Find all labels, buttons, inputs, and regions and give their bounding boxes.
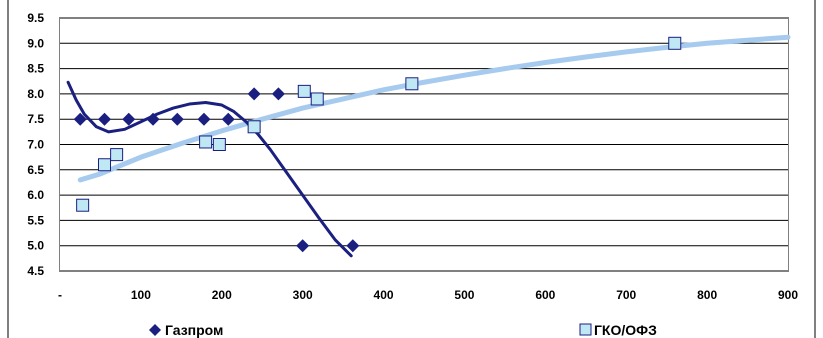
legend-label-gko-ofz: ГКО/ОФЗ (594, 322, 657, 338)
point-gko-ofz (212, 138, 226, 151)
y-tick-label: 5.5 (27, 213, 44, 227)
point-gazprom (170, 112, 184, 126)
x-tick-label: 400 (374, 288, 394, 302)
point-gazprom (247, 87, 261, 101)
plot-area-frame (59, 17, 789, 272)
trend-lines (66, 34, 791, 258)
x-tick-label: 300 (293, 288, 313, 302)
y-axis-tick-labels: 4.5 5.0 5.5 6.0 6.5 7.0 7.5 8.0 8.5 9.0 9.5 (27, 11, 44, 278)
point-gazprom (73, 112, 87, 126)
legend-marker-square (579, 323, 592, 336)
point-gko-ofz (199, 135, 213, 149)
point-gko-ofz (110, 148, 124, 162)
point-gazprom (197, 112, 211, 126)
point-gazprom (97, 112, 111, 126)
trend-line-gko-ofz (77, 34, 791, 183)
point-gko-ofz (247, 120, 261, 134)
x-tick-label: 500 (454, 288, 474, 302)
y-tick-label: 8.0 (27, 87, 44, 101)
y-tick-label: 9.0 (27, 36, 44, 50)
y-tick-label: 6.5 (27, 163, 44, 177)
legend: Газпром ГКО/ОФЗ (149, 322, 657, 338)
y-tick-label: 9.5 (27, 11, 44, 25)
y-tick-label: 6.0 (27, 188, 44, 202)
point-gazprom (221, 112, 235, 126)
x-tick-label: - (58, 288, 62, 302)
point-gazprom (122, 112, 136, 126)
y-tick-label: 7.0 (27, 138, 44, 152)
x-axis-tick-labels: - 100 200 300 400 500 600 700 800 900 (58, 288, 798, 302)
point-gazprom (346, 239, 360, 253)
x-tick-label: 200 (212, 288, 232, 302)
x-tick-label: 100 (131, 288, 151, 302)
point-gko-ofz (405, 77, 419, 91)
data-points (73, 36, 682, 253)
legend-item-gazprom: Газпром (149, 322, 223, 338)
x-tick-label: 800 (697, 288, 717, 302)
x-tick-label: 900 (778, 288, 798, 302)
point-gko-ofz (310, 92, 324, 106)
y-tick-label: 5.0 (27, 239, 44, 253)
point-gko-ofz (297, 84, 311, 98)
trend-line-gazprom (66, 80, 353, 258)
x-tick-label: 700 (616, 288, 636, 302)
gridlines (60, 17, 788, 272)
y-tick-label: 4.5 (27, 264, 44, 278)
point-gazprom (296, 239, 310, 253)
legend-marker-diamond (149, 324, 161, 336)
legend-label-gazprom: Газпром (165, 322, 223, 338)
legend-item-gko-ofz: ГКО/ОФЗ (579, 322, 657, 338)
y-tick-label: 7.5 (27, 112, 44, 126)
point-gazprom (271, 87, 285, 101)
point-gko-ofz (668, 36, 682, 50)
point-gko-ofz (76, 198, 90, 212)
y-tick-label: 8.5 (27, 62, 44, 76)
x-tick-label: 600 (535, 288, 555, 302)
point-gko-ofz (97, 158, 111, 172)
point-gazprom (146, 112, 160, 126)
